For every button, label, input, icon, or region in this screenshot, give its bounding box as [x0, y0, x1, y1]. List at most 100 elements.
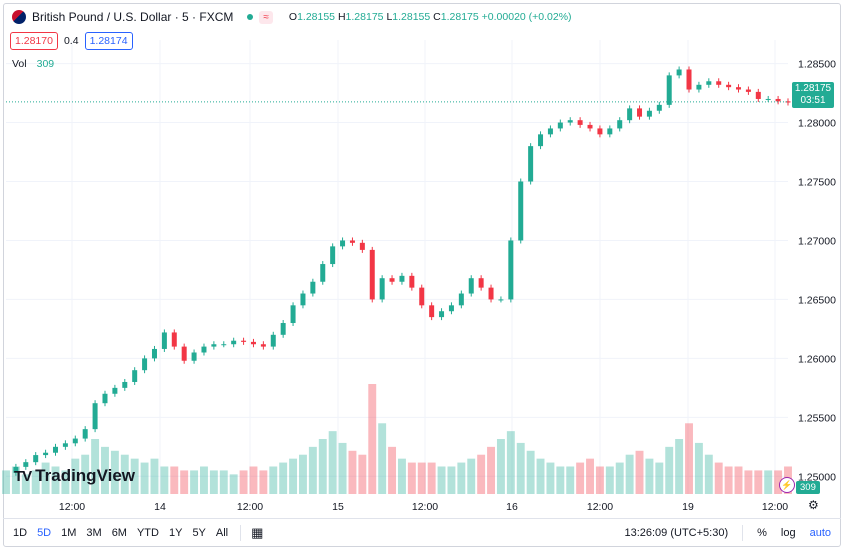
- volume-bar: [714, 462, 723, 494]
- timeframe-5y[interactable]: 5Y: [192, 527, 206, 539]
- candle-body: [191, 352, 197, 361]
- volume-bar: [467, 458, 476, 494]
- candle-body: [112, 387, 118, 394]
- volume-bar: [249, 466, 258, 494]
- waves-icon[interactable]: ≈: [259, 10, 273, 24]
- volume-bar: [338, 442, 347, 494]
- volume-bar: [605, 466, 614, 494]
- volume-bar: [41, 462, 50, 494]
- high-value: 1.28175: [345, 11, 384, 23]
- x-tick-label: 12:00: [59, 501, 85, 513]
- volume-bar: [209, 470, 218, 494]
- candle-body: [82, 429, 88, 439]
- x-tick-label: 12:00: [587, 501, 613, 513]
- candle-body: [43, 452, 49, 456]
- clock-time[interactable]: 13:26:09 (UTC+5:30): [624, 527, 729, 539]
- volume-bar: [645, 458, 654, 494]
- volume-value: 309: [36, 58, 55, 70]
- timeframe-3m[interactable]: 3M: [86, 527, 102, 539]
- candle-body: [260, 344, 266, 347]
- volume-bar: [566, 466, 575, 494]
- bottom-toolbar: 1D 5D 1M 3M 6M YTD 1Y 5Y All ▦ 13:26:09 (UTC+5:3…: [3, 518, 841, 547]
- timeframe-ytd[interactable]: YTD: [136, 527, 159, 539]
- volume-bar: [516, 442, 525, 494]
- settings-gear-icon[interactable]: ⚙: [808, 498, 819, 512]
- candle-body: [646, 110, 652, 117]
- volume-bar: [595, 466, 604, 494]
- candle-body: [775, 98, 781, 102]
- volume-tag: 309: [796, 481, 820, 494]
- volume-bar: [91, 439, 100, 494]
- percent-toggle[interactable]: %: [757, 527, 767, 539]
- close-value: 1.28175: [440, 11, 479, 23]
- volume-bar: [496, 439, 505, 494]
- volume-bar: [101, 446, 109, 494]
- candle-body: [557, 122, 563, 129]
- timeframe-5d[interactable]: 5D: [37, 527, 52, 539]
- volume-bar: [11, 466, 20, 494]
- candle-body: [250, 341, 256, 345]
- volume-bar: [328, 431, 337, 494]
- volume-bar: [150, 458, 159, 494]
- volume-bar: [774, 470, 783, 494]
- x-tick-label: 15: [332, 501, 344, 513]
- divider: [742, 525, 744, 541]
- volume-bar: [170, 466, 179, 494]
- y-tick-label: 1.26000: [798, 353, 836, 365]
- volume-bar: [219, 470, 228, 494]
- volume-bar: [546, 462, 555, 494]
- last-price: 1.28175: [794, 83, 832, 94]
- candle-body: [656, 104, 662, 111]
- volume-bar: [259, 470, 268, 494]
- timeframe-6m[interactable]: 6M: [111, 527, 127, 539]
- volume-bar: [279, 462, 288, 494]
- buy-price-button[interactable]: 1.28174: [84, 32, 133, 50]
- volume-bar: [130, 458, 139, 494]
- timeframe-1m[interactable]: 1M: [61, 527, 77, 539]
- volume-bar: [299, 454, 307, 494]
- volume-bar: [586, 458, 594, 494]
- tradingview-logo[interactable]: TV TradingView: [14, 466, 135, 486]
- candle-body: [567, 120, 573, 123]
- bolt-icon[interactable]: ⚡: [779, 477, 795, 493]
- candle-body: [637, 108, 643, 117]
- candle-body: [290, 305, 296, 324]
- volume-bar: [615, 462, 624, 494]
- candle-body: [369, 249, 375, 300]
- candle-body: [518, 181, 524, 241]
- volume-bar: [685, 423, 693, 494]
- x-tick-label: 14: [154, 501, 166, 513]
- symbol-title[interactable]: British Pound / U.S. Dollar · 5 · FXCM: [32, 10, 234, 24]
- candle-body: [379, 278, 385, 300]
- candle-body: [607, 128, 613, 135]
- x-tick-label: 12:00: [237, 501, 263, 513]
- low-value: 1.28155: [392, 11, 431, 23]
- volume-bar: [368, 384, 377, 494]
- volume-bar: [348, 450, 357, 494]
- volume-bar: [625, 454, 634, 494]
- candle-body: [498, 299, 504, 301]
- log-toggle[interactable]: log: [780, 527, 796, 539]
- candle-body: [389, 278, 395, 282]
- candle-body: [627, 108, 633, 121]
- volume-bar: [407, 462, 416, 494]
- countdown: 03:51: [800, 95, 826, 106]
- sell-price-button[interactable]: 1.28170: [10, 32, 58, 50]
- candle-body: [755, 91, 761, 99]
- timeframe-all[interactable]: All: [215, 527, 229, 539]
- candle-body: [13, 466, 19, 473]
- auto-toggle[interactable]: auto: [809, 527, 831, 539]
- volume-bar: [665, 446, 674, 494]
- candle-body: [577, 120, 583, 125]
- volume-bar: [239, 470, 248, 494]
- chart-legend: British Pound / U.S. Dollar · 5 · FXCM ≈…: [12, 10, 572, 24]
- right-tools: 13:26:09 (UTC+5:30) % log auto: [624, 525, 831, 541]
- volume-bar: [764, 470, 773, 494]
- candle-body: [409, 275, 415, 288]
- candle-body: [686, 69, 692, 90]
- volume-bar: [635, 450, 644, 494]
- timeframe-1d[interactable]: 1D: [13, 527, 28, 539]
- calendar-icon[interactable]: ▦: [251, 525, 264, 540]
- timeframe-1y[interactable]: 1Y: [168, 527, 183, 539]
